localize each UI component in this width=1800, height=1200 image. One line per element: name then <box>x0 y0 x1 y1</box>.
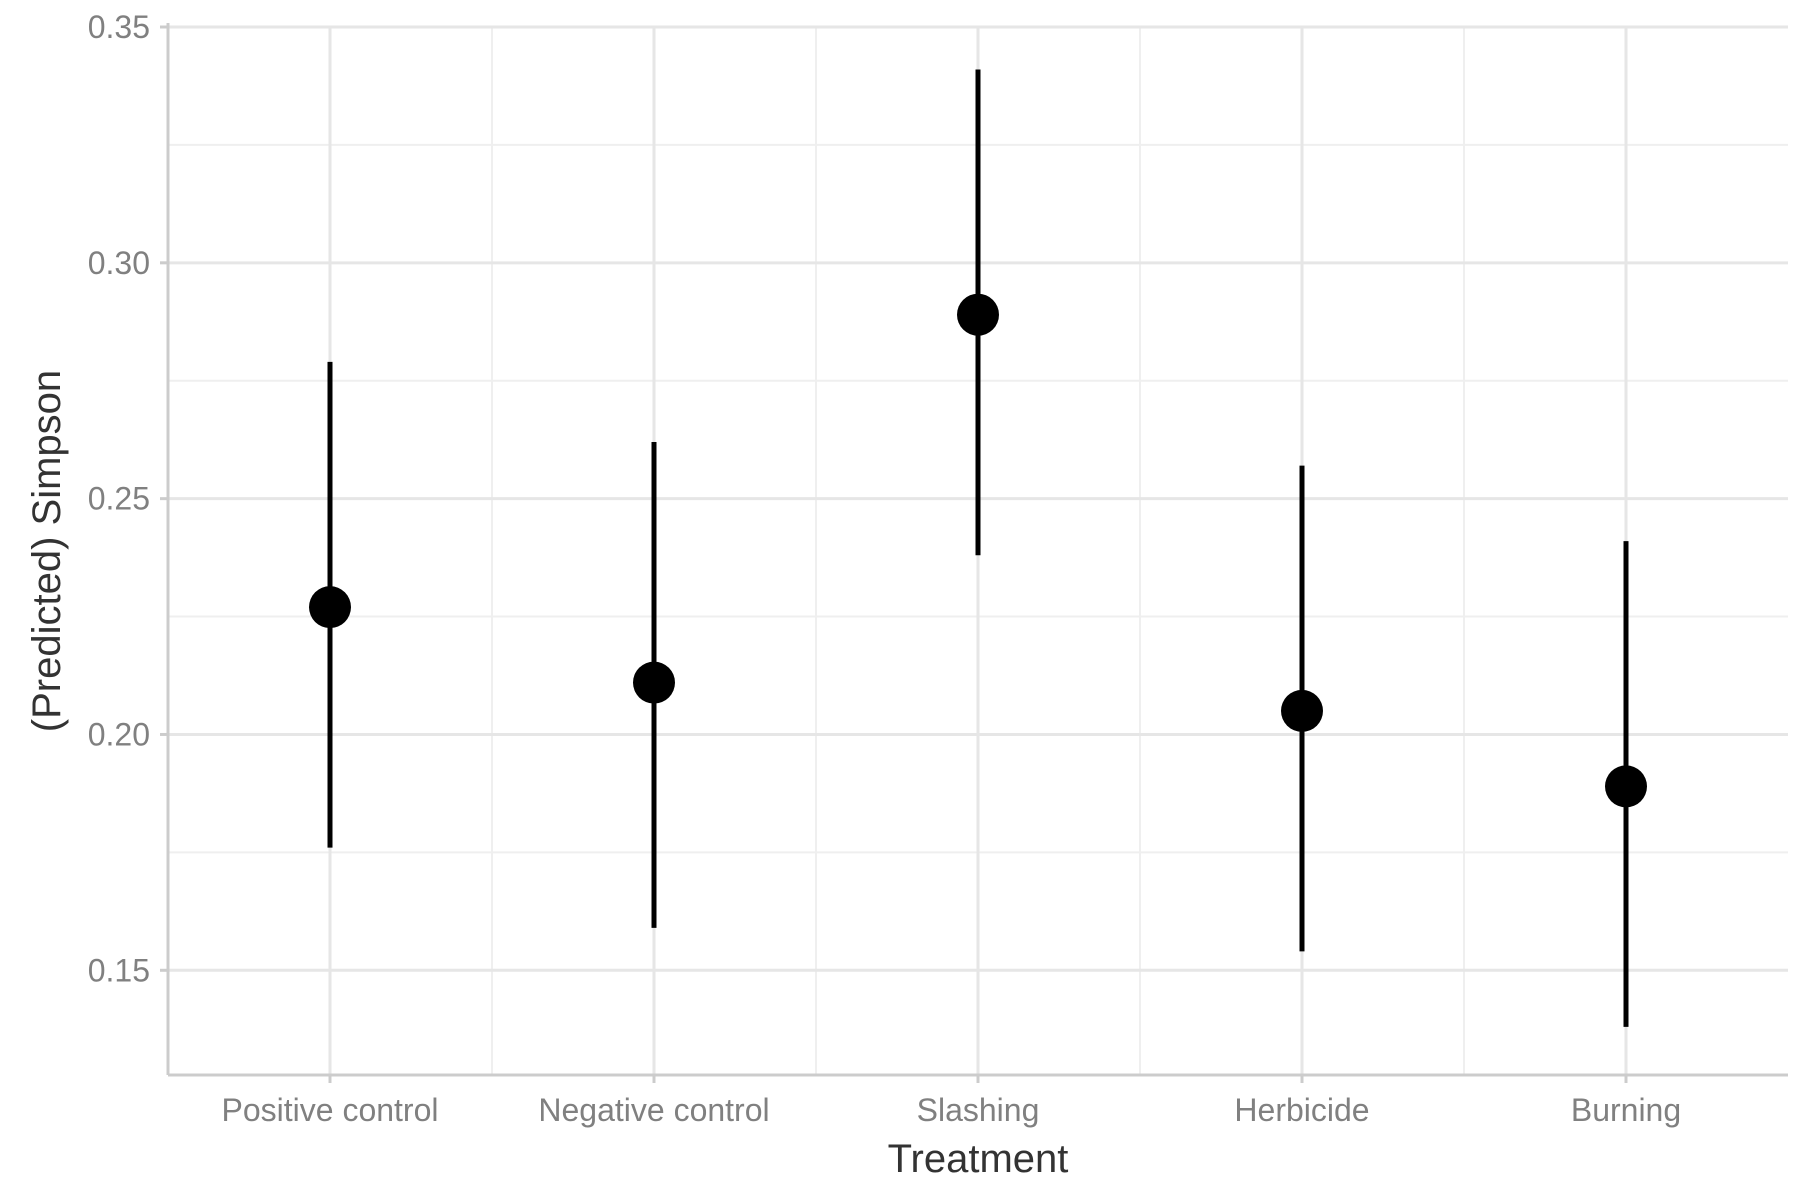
data-point-1 <box>633 661 675 704</box>
x-tick-label-4: Burning <box>1571 1092 1681 1128</box>
x-tick-label-0: Positive control <box>222 1092 439 1128</box>
y-tick-label-4: 0.35 <box>88 9 150 45</box>
y-tick-label-2: 0.25 <box>88 481 150 517</box>
x-axis-title: Treatment <box>888 1137 1069 1181</box>
y-tick-labels: 0.15 0.20 0.25 0.30 0.35 <box>88 9 150 988</box>
x-tick-label-2: Slashing <box>917 1092 1040 1128</box>
data-point-0 <box>309 586 351 629</box>
y-tick-label-0: 0.15 <box>88 952 150 988</box>
y-tick-label-3: 0.30 <box>88 245 150 281</box>
x-tick-labels: Positive control Negative control Slashing… <box>222 1092 1682 1128</box>
x-tick-label-1: Negative control <box>538 1092 769 1128</box>
y-tick-label-1: 0.20 <box>88 716 150 752</box>
axes <box>160 23 1788 1083</box>
data-point-3 <box>1281 689 1323 732</box>
data-point-4 <box>1605 765 1647 808</box>
data-point-2 <box>957 293 999 336</box>
y-axis-title: (Predicted) Simpson <box>25 370 69 732</box>
x-tick-label-3: Herbicide <box>1234 1092 1369 1128</box>
series <box>309 69 1647 1027</box>
